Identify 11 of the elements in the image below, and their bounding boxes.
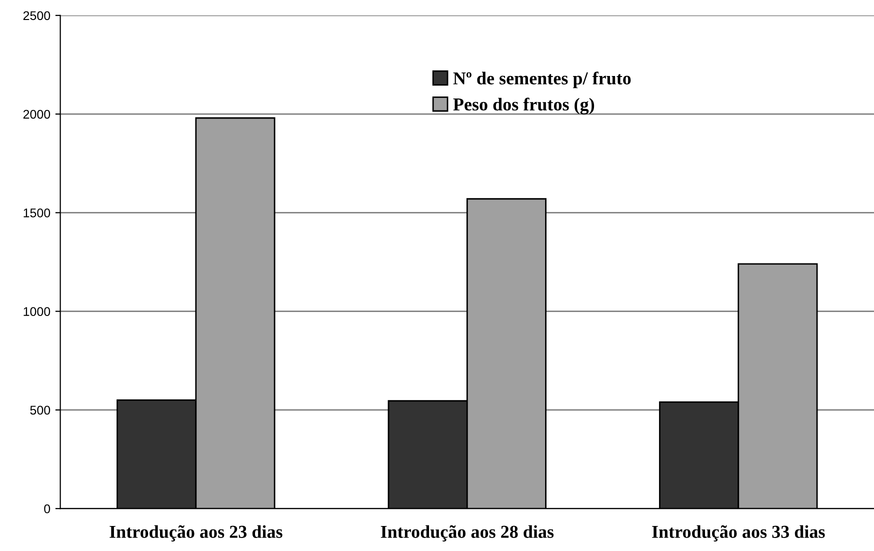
y-tick-label: 500 xyxy=(30,406,50,415)
y-tick-label: 0 xyxy=(44,504,50,514)
y-tick-label: 1500 xyxy=(24,208,50,218)
legend-label: Peso dos frutos (g) xyxy=(453,98,594,114)
legend-label: Nº de sementes p/ fruto xyxy=(453,72,631,88)
y-tick-label: 2500 xyxy=(23,11,50,20)
x-tick-label: Introdução aos 28 dias xyxy=(380,525,554,542)
y-tick-label: 1000 xyxy=(24,307,50,316)
x-tick-label: Introdução aos 33 dias xyxy=(652,525,825,542)
y-tick-label: 2000 xyxy=(23,110,50,119)
x-tick-label: Introdução aos 23 dias xyxy=(110,525,282,542)
